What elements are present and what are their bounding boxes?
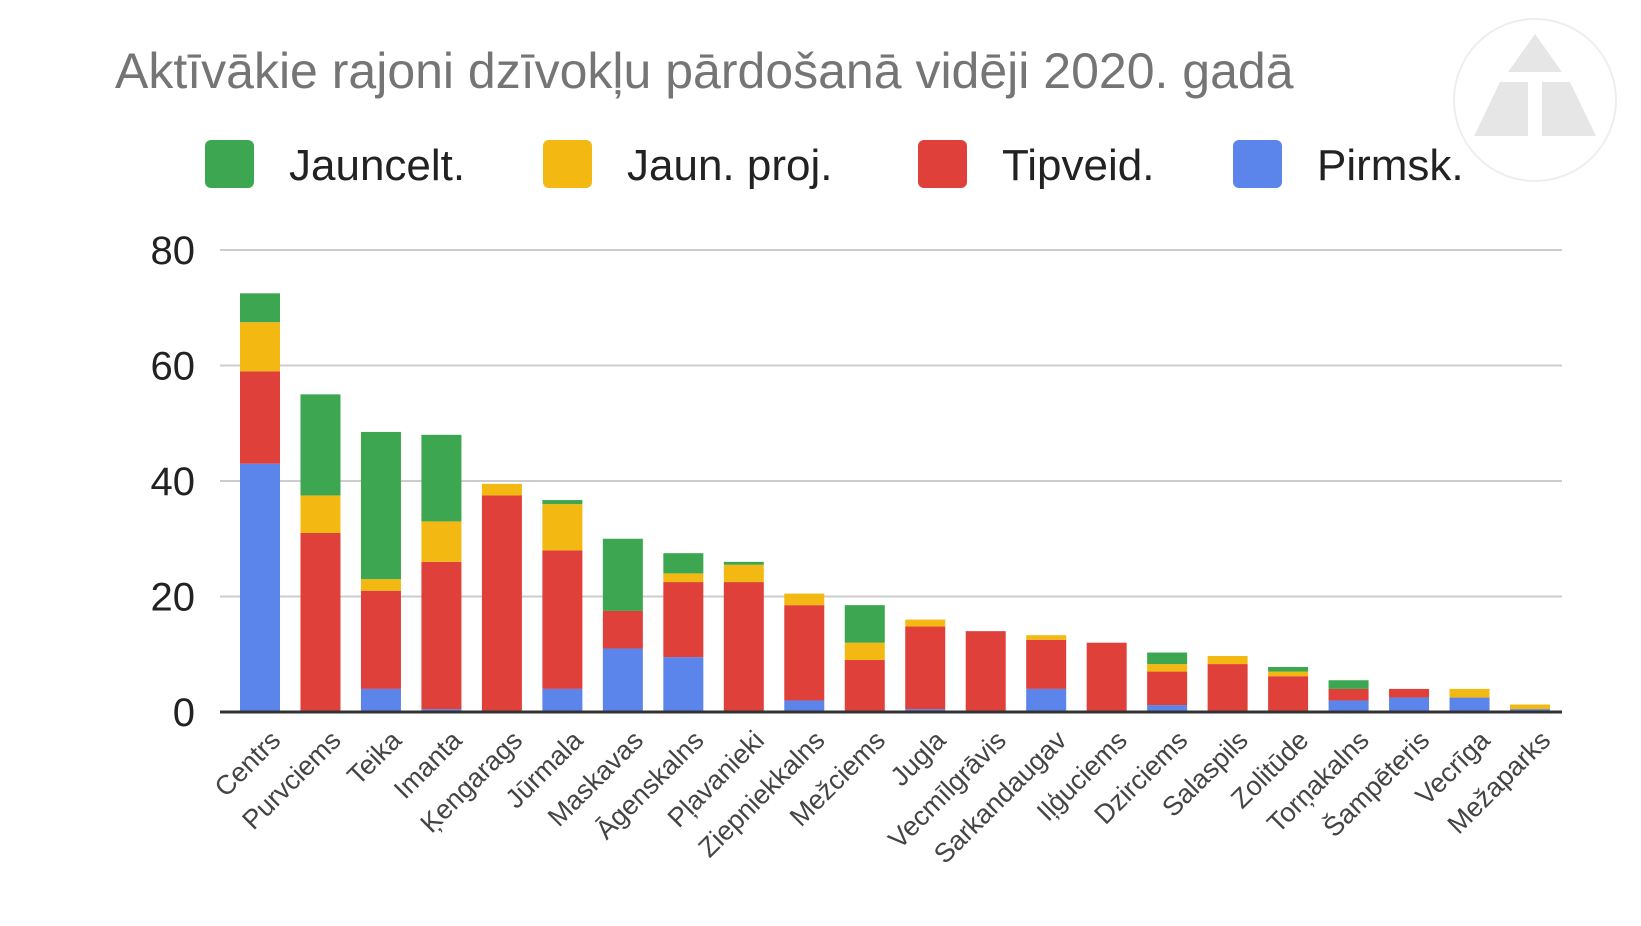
bar-kengarags-tipveid <box>481 495 522 712</box>
bar-plavanieki-jauncelt <box>723 561 764 565</box>
bar-tornakalns-tipveid <box>1328 688 1369 701</box>
bar-vecriga-pirmsk <box>1449 697 1490 712</box>
bar-teika-tipveid <box>360 590 401 689</box>
bar-jurmala-tipveid <box>542 550 583 689</box>
bar-vecmilgravis-tipveid <box>965 631 1006 712</box>
gridlines <box>220 249 1562 598</box>
bar-dzirciems-jaun-proj <box>1147 664 1188 672</box>
chart-title: Aktīvākie rajoni dzīvokļu pārdošanā vidē… <box>115 43 1294 99</box>
bar-kengarags-jaun-proj <box>481 483 522 496</box>
bar-mezciems-jaun-proj <box>844 642 885 661</box>
bar-tornakalns-jauncelt <box>1328 680 1369 689</box>
bar-maskavas-pirmsk <box>602 648 643 712</box>
bar-jurmala-jaun-proj <box>542 504 583 551</box>
bar-jugla-jaun-proj <box>905 619 946 627</box>
bar-agenskalns-jauncelt <box>663 553 704 574</box>
y-tick-label: 80 <box>151 229 196 273</box>
bar-jurmala-pirmsk <box>542 688 583 712</box>
bar-zolitude-jauncelt <box>1268 666 1309 672</box>
bar-purvciems-jauncelt <box>300 394 341 496</box>
bar-mezaparks-jaun-proj <box>1510 704 1550 710</box>
bar-maskavas-tipveid <box>602 610 643 649</box>
bar-teika-pirmsk <box>360 688 401 712</box>
bar-jurmala-jauncelt <box>542 500 583 505</box>
bar-zolitude-jaun-proj <box>1268 671 1309 677</box>
bar-salaspils-tipveid <box>1207 664 1248 712</box>
bar-centrs-jaun-proj <box>240 322 280 372</box>
bar-dzirciems-jauncelt <box>1147 652 1188 665</box>
bar-sarkandaugav-jaun-proj <box>1026 635 1067 640</box>
bars <box>240 293 1550 712</box>
bar-dzirciems-pirmsk <box>1147 705 1188 712</box>
legend-swatch-jaun-proj <box>543 140 592 188</box>
bar-vecriga-jaun-proj <box>1449 688 1490 698</box>
y-tick-label: 20 <box>151 576 196 620</box>
bar-tornakalns-pirmsk <box>1328 700 1369 712</box>
legend-label-tipveid: Tipveid. <box>1002 141 1154 190</box>
bar-agenskalns-pirmsk <box>663 657 704 712</box>
bar-mezciems-tipveid <box>844 660 885 712</box>
bar-centrs-tipveid <box>240 371 280 464</box>
legend-label-jauncelt: Jauncelt. <box>289 141 465 190</box>
bar-imanta-jaun-proj <box>421 521 462 562</box>
bar-purvciems-tipveid <box>300 532 341 712</box>
bar-jugla-tipveid <box>905 626 946 710</box>
x-axis-ticks: CentrsPurvciemsTeikaImantaĶengaragsJūrma… <box>209 724 1556 869</box>
bar-purvciems-jaun-proj <box>300 495 341 533</box>
legend-swatch-pirmsk <box>1233 140 1282 188</box>
bar-sarkandaugav-tipveid <box>1026 639 1067 689</box>
bar-ziepniekkalns-tipveid <box>784 605 825 701</box>
bar-imanta-jauncelt <box>421 434 462 522</box>
bar-salaspils-jaun-proj <box>1207 655 1248 665</box>
y-tick-label: 40 <box>151 460 196 504</box>
bar-imanta-tipveid <box>421 561 462 710</box>
watermark-triangle-logo <box>1453 18 1617 182</box>
bar-ziepniekkalns-jaun-proj <box>784 593 825 606</box>
bar-sarkandaugav-pirmsk <box>1026 688 1067 712</box>
bar-plavanieki-jaun-proj <box>723 564 764 583</box>
bar-teika-jaun-proj <box>360 579 401 591</box>
bar-zolitude-tipveid <box>1268 676 1309 712</box>
bar-maskavas-jauncelt <box>602 538 643 611</box>
bar-teika-jauncelt <box>360 431 401 580</box>
y-tick-label: 0 <box>173 691 195 735</box>
bar-sampeteris-pirmsk <box>1389 697 1430 712</box>
bar-agenskalns-tipveid <box>663 582 704 658</box>
bar-ziepniekkalns-pirmsk <box>784 700 825 712</box>
legend-label-jaun-proj: Jaun. proj. <box>627 141 832 190</box>
legend-swatch-jauncelt <box>205 140 254 188</box>
y-tick-label: 60 <box>151 345 196 389</box>
bar-centrs-pirmsk <box>240 463 280 712</box>
bar-centrs-jauncelt <box>240 293 280 323</box>
legend-label-pirmsk: Pirmsk. <box>1317 141 1464 190</box>
bar-plavanieki-tipveid <box>723 582 764 712</box>
y-axis-ticks: 0 20 40 60 80 <box>151 229 196 735</box>
bar-mezciems-jauncelt <box>844 605 885 643</box>
bar-agenskalns-jaun-proj <box>663 573 704 583</box>
bar-dzirciems-tipveid <box>1147 671 1188 706</box>
bar-ilguciems-tipveid <box>1086 642 1127 712</box>
bar-sampeteris-tipveid <box>1389 688 1430 698</box>
legend: Jauncelt. Jaun. proj. Tipveid. Pirmsk. <box>205 140 1464 190</box>
legend-swatch-tipveid <box>918 140 967 188</box>
